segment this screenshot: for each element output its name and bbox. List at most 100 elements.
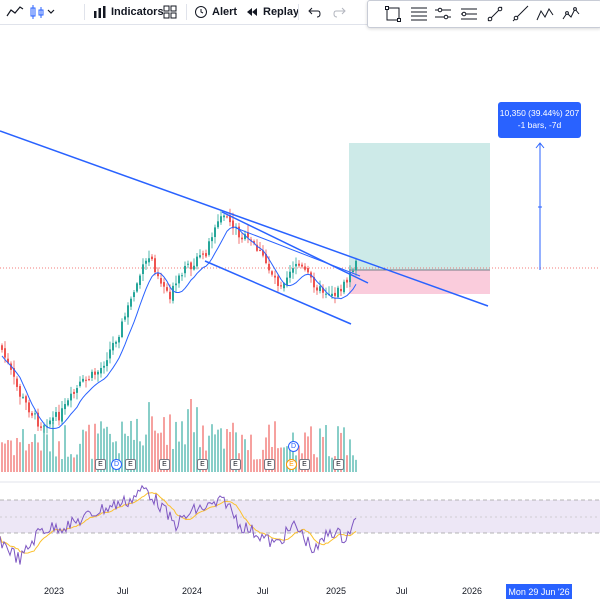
position-info-line1: 10,350 (39.44%) 207 [499, 108, 580, 118]
volume-bar [82, 429, 84, 472]
rectangle-icon[interactable] [384, 5, 402, 23]
volume-bar [328, 456, 330, 472]
earnings-event-icon[interactable]: E [230, 459, 241, 470]
earnings-event-icon[interactable]: E [95, 459, 106, 470]
volume-bar [310, 426, 312, 472]
volume-bar [22, 429, 24, 472]
candle-body [13, 368, 15, 377]
candles-icon[interactable] [28, 0, 46, 24]
candle-body [331, 293, 333, 296]
candle-body [19, 386, 21, 397]
candle-body [64, 404, 66, 410]
volume-bar [136, 418, 138, 472]
price-chart[interactable] [0, 25, 600, 580]
candle-body [175, 283, 177, 286]
volume-bar [172, 448, 174, 472]
volume-bar [49, 451, 51, 472]
candle-body [205, 253, 207, 257]
dividend-event-icon[interactable]: D [111, 459, 122, 470]
candle-body [307, 268, 309, 273]
candle-body [130, 298, 132, 307]
dividend-event-icon[interactable]: D [288, 441, 299, 452]
indicators-button[interactable]: Indicators [93, 0, 164, 24]
volume-bar [187, 409, 189, 472]
candle-body [319, 286, 321, 292]
volume-bar [52, 421, 54, 472]
candle-body [304, 266, 306, 270]
candle-body [106, 360, 108, 367]
volume-bar [253, 459, 255, 472]
volume-bar [184, 444, 186, 472]
volume-bar [277, 448, 279, 472]
volume-bar [316, 457, 318, 472]
candle-body [40, 426, 42, 428]
position-info-label[interactable]: 10,350 (39.44%) 207 -1 bars, -7d [498, 102, 581, 138]
xabcd-pattern-icon[interactable] [536, 5, 554, 23]
redo-icon[interactable] [333, 0, 347, 24]
earnings-event-icon[interactable]: E [125, 459, 136, 470]
ray-icon[interactable] [511, 5, 529, 23]
chevron-down-icon[interactable] [46, 0, 56, 24]
trend-line-icon[interactable] [486, 5, 504, 23]
candle-body [202, 253, 204, 255]
candle-body [286, 277, 288, 286]
candle-body [109, 349, 111, 359]
candle-body [346, 279, 348, 283]
earnings-event-icon[interactable]: E [333, 459, 344, 470]
earnings-event-icon[interactable]: E [299, 459, 310, 470]
volume-bar [193, 432, 195, 472]
candle-body [58, 411, 60, 421]
volume-bar [19, 442, 21, 472]
volume-bar [151, 416, 153, 472]
split-event-icon[interactable]: E [286, 459, 297, 470]
fib-retracement-icon[interactable] [410, 5, 428, 23]
rsi-band [0, 500, 600, 533]
alert-button[interactable]: Alert [194, 0, 237, 24]
volume-bars [1, 398, 357, 472]
time-label: 2026 [462, 586, 483, 596]
horizontal-lines-icon[interactable] [434, 5, 452, 23]
volume-bar [46, 434, 48, 472]
candle-body [34, 413, 36, 415]
candle-body [190, 262, 192, 270]
candle-body [313, 277, 315, 288]
candle-body [343, 281, 345, 293]
volume-bar [70, 454, 72, 472]
candle-body [253, 241, 255, 244]
candle-body [214, 227, 216, 238]
candle-body [277, 276, 279, 286]
elliott-wave-icon[interactable] [562, 5, 580, 23]
line-chart-icon[interactable] [6, 0, 24, 24]
candle-body [94, 371, 96, 375]
earnings-event-icon[interactable]: E [264, 459, 275, 470]
candle-body [52, 417, 54, 422]
candle-body [160, 278, 162, 284]
earnings-event-icon[interactable]: E [197, 459, 208, 470]
candle-body [37, 412, 39, 427]
replay-button[interactable]: Replay [245, 0, 299, 24]
volume-bar [67, 456, 69, 472]
volume-bar [109, 433, 111, 472]
candle-body [340, 288, 342, 292]
parallel-channel-icon[interactable] [460, 5, 478, 23]
candle-body [154, 258, 156, 273]
volume-bar [220, 428, 222, 472]
volume-bar [256, 459, 258, 472]
volume-bar [214, 434, 216, 472]
templates-icon[interactable] [163, 0, 177, 24]
earnings-event-icon[interactable]: E [159, 459, 170, 470]
candle-body [349, 272, 351, 283]
volume-bar [178, 441, 180, 472]
volume-bar [112, 442, 114, 472]
candle-body [247, 232, 249, 238]
undo-icon[interactable] [307, 0, 321, 24]
volume-bar [217, 429, 219, 472]
time-axis[interactable]: 2023 Jul 2024 Jul 2025 Jul 2026 [0, 580, 600, 600]
volume-bar [163, 417, 165, 472]
volume-bar [190, 398, 192, 472]
volume-bar [340, 432, 342, 472]
volume-bar [115, 441, 117, 472]
volume-bar [259, 459, 261, 472]
volume-bar [211, 424, 213, 472]
volume-bar [346, 455, 348, 472]
